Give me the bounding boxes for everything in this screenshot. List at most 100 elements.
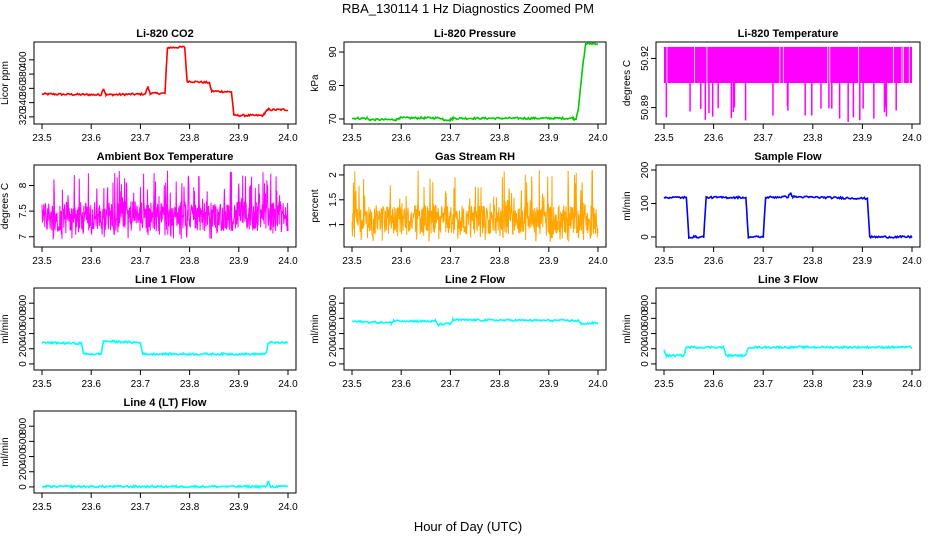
panel-title: Li-820 Temperature xyxy=(738,28,839,40)
series-ambient xyxy=(41,170,289,240)
y-tick-label: 200 xyxy=(18,340,29,357)
y-axis-label: ml/min xyxy=(622,314,633,343)
y-tick-label: 380 xyxy=(18,65,29,82)
y-tick-label: 70 xyxy=(328,113,339,125)
data-line xyxy=(41,170,289,240)
x-tick-label: 23.6 xyxy=(391,379,411,390)
x-tick-label: 23.5 xyxy=(654,256,674,267)
series-co2 xyxy=(41,45,289,118)
panel-10: Line 4 (LT) Flow ml/min 23.5 23.6 23.7 23.8 23… xyxy=(0,397,298,513)
x-tick-label: 23.9 xyxy=(229,256,249,267)
series-line-4 xyxy=(41,480,289,490)
y-axis-label: ml/min xyxy=(310,314,321,343)
y-tick-label: 400 xyxy=(18,51,29,68)
y-tick-label: 7.5 xyxy=(18,204,29,218)
y-tick-label: 320 xyxy=(18,108,29,125)
panel-title: Line 4 (LT) Flow xyxy=(124,397,207,409)
x-tick-label: 23.6 xyxy=(704,256,724,267)
y-tick-label: 7 xyxy=(18,234,29,240)
series-line-3 xyxy=(663,344,913,360)
x-tick-label: 23.5 xyxy=(32,256,52,267)
series-temperature xyxy=(664,46,912,123)
plot-frame xyxy=(33,164,297,248)
y-tick-label: 90 xyxy=(328,46,339,58)
series-pressure xyxy=(351,42,598,123)
data-line xyxy=(41,339,288,357)
figure-x-axis-label: Hour of Day (UTC) xyxy=(414,519,522,534)
panel-5: Gas Stream RH percent 23.5 23.6 23.7 23.8 23.9… xyxy=(310,151,608,267)
y-tick-label: 80 xyxy=(328,80,339,92)
panel-title: Line 1 Flow xyxy=(135,274,195,286)
y-axis-label: ml/min xyxy=(622,191,633,220)
x-tick-label: 23.7 xyxy=(441,379,461,390)
y-tick-label: 0 xyxy=(640,361,651,367)
x-tick-label: 23.9 xyxy=(853,256,873,267)
panel-title: Li-820 CO2 xyxy=(136,28,193,40)
y-tick-label: 0 xyxy=(18,361,29,367)
x-tick-label: 24.0 xyxy=(278,256,298,267)
y-tick-label: 800 xyxy=(18,294,29,311)
y-tick-label: 200 xyxy=(640,161,651,178)
x-tick-label: 23.6 xyxy=(81,256,101,267)
y-axis-label: degrees C xyxy=(622,60,633,106)
plot-frame xyxy=(33,287,297,371)
x-tick-label: 24.0 xyxy=(902,256,922,267)
x-tick-label: 24.0 xyxy=(902,133,922,144)
panel-1: Li-820 CO2 Licor ppm 23.5 23.6 23.7 23.8 23.9 2… xyxy=(0,28,298,144)
y-axis-label: ml/min xyxy=(0,314,11,343)
data-line xyxy=(351,316,599,328)
y-tick-label: 200 xyxy=(640,340,651,357)
panel-8: Line 2 Flow ml/min 23.5 23.6 23.7 23.8 23.9 24.… xyxy=(310,274,608,390)
data-line xyxy=(351,42,598,123)
x-tick-label: 23.7 xyxy=(753,133,773,144)
x-tick-label: 24.0 xyxy=(588,133,608,144)
plot-frame xyxy=(655,287,921,371)
x-tick-label: 23.8 xyxy=(180,502,200,513)
x-tick-label: 23.6 xyxy=(81,502,101,513)
y-axis-label: kPa xyxy=(310,74,321,92)
plot-frame xyxy=(33,410,297,494)
plot-frame xyxy=(33,41,297,125)
x-tick-label: 23.8 xyxy=(490,133,510,144)
x-tick-label: 24.0 xyxy=(278,502,298,513)
y-tick-label: 200 xyxy=(328,340,339,357)
x-tick-label: 24.0 xyxy=(278,133,298,144)
x-tick-label: 23.7 xyxy=(131,379,151,390)
y-tick-label: 0 xyxy=(328,361,339,367)
figure-title: RBA_130114 1 Hz Diagnostics Zoomed PM xyxy=(342,1,594,16)
y-tick-label: 400 xyxy=(328,325,339,342)
y-tick-label: 0 xyxy=(640,234,651,240)
plot-frame xyxy=(343,287,607,371)
x-tick-label: 24.0 xyxy=(278,379,298,390)
panel-title: Ambient Box Temperature xyxy=(97,151,234,163)
x-tick-label: 23.7 xyxy=(753,379,773,390)
panel-title: Gas Stream RH xyxy=(435,151,515,163)
x-tick-label: 23.7 xyxy=(131,502,151,513)
y-tick-label: 100 xyxy=(640,195,651,212)
y-tick-label: 600 xyxy=(640,310,651,327)
panel-2: Li-820 Pressure kPa 23.5 23.6 23.7 23.8 23.9 24… xyxy=(310,28,608,144)
x-tick-label: 23.9 xyxy=(539,256,559,267)
x-tick-label: 23.5 xyxy=(342,133,362,144)
panels-group: Li-820 CO2 Licor ppm 23.5 23.6 23.7 23.8 23.9 2… xyxy=(0,28,922,513)
panel-6: Sample Flow ml/min 23.5 23.6 23.7 23.8 23.9 24.… xyxy=(622,151,922,267)
x-tick-label: 24.0 xyxy=(588,379,608,390)
x-tick-label: 23.8 xyxy=(490,379,510,390)
panel-title: Line 2 Flow xyxy=(445,274,505,286)
x-tick-label: 23.6 xyxy=(81,379,101,390)
y-tick-label: 800 xyxy=(18,417,29,434)
data-line xyxy=(41,45,289,118)
y-tick-label: 600 xyxy=(18,433,29,450)
x-tick-label: 23.6 xyxy=(704,379,724,390)
series-line-1 xyxy=(41,339,288,357)
plot-frame xyxy=(343,164,607,248)
y-tick-label: 8 xyxy=(18,182,29,188)
y-tick-label: 400 xyxy=(640,325,651,342)
x-tick-label: 23.9 xyxy=(853,379,873,390)
x-tick-label: 23.8 xyxy=(180,256,200,267)
panel-9: Line 3 Flow ml/min 23.5 23.6 23.7 23.8 23.9 24.… xyxy=(622,274,922,390)
y-tick-label: 800 xyxy=(640,294,651,311)
x-tick-label: 23.5 xyxy=(654,379,674,390)
x-tick-label: 23.9 xyxy=(853,133,873,144)
